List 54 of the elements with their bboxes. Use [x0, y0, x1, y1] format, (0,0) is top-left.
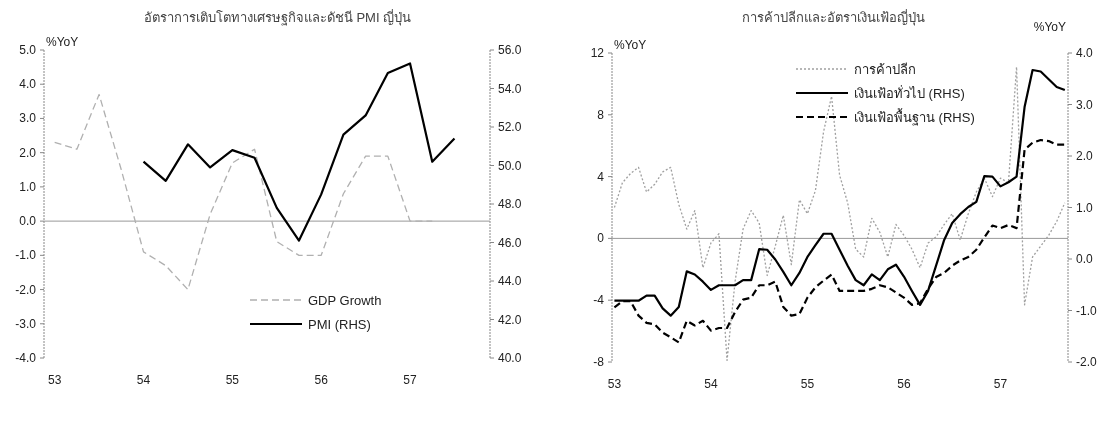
y-tick-label: 8	[597, 107, 605, 122]
y-tick-label: -3.0	[15, 316, 37, 331]
x-tick-label: 55	[800, 377, 815, 391]
y2-tick-label: 42.0	[498, 312, 522, 327]
y-tick-label: -4	[593, 293, 605, 308]
y2-tick-label: 48.0	[498, 197, 522, 211]
y-tick-label: -1.0	[15, 248, 37, 263]
y-tick-label: 12	[590, 46, 605, 60]
x-tick-label: 53	[47, 373, 62, 387]
x-tick-label: 54	[136, 373, 151, 387]
y-axis-title: %YoY	[614, 38, 647, 52]
chart-title: อัตราการเติบโตทางเศรษฐกิจและดัชนี PMI ญี่ปุ่น	[143, 9, 412, 26]
y2-tick-label: 50.0	[498, 158, 522, 173]
x-tick-label: 54	[704, 377, 718, 391]
y-tick-label: 2.0	[19, 145, 37, 160]
y2-tick-label: -1.0	[1076, 303, 1097, 318]
x-tick-label: 55	[225, 373, 240, 387]
y-tick-label: 4	[597, 169, 605, 184]
y-tick-label: 5.0	[19, 43, 37, 57]
y-tick-label: -4.0	[15, 351, 37, 365]
y2-tick-label: 3.0	[1076, 97, 1094, 112]
y2-tick-label: 0.0	[1076, 252, 1094, 266]
line-series	[142, 62, 456, 242]
legend-label: PMI (RHS)	[308, 317, 371, 332]
y-tick-label: 0	[597, 231, 605, 246]
y2-tick-label: 1.0	[1076, 200, 1094, 215]
x-tick-label: 57	[403, 373, 418, 387]
y-tick-label: -2.0	[15, 282, 37, 297]
y2-tick-label: 54.0	[498, 81, 522, 96]
y2-tick-label: 2.0	[1076, 149, 1094, 163]
y-tick-label: 3.0	[19, 111, 37, 126]
y2-tick-label: 44.0	[498, 274, 522, 288]
legend-label: เงินเฟ้อพื้นฐาน (RHS)	[854, 108, 975, 126]
y2-axis-title: %YoY	[1033, 20, 1066, 34]
line-series	[54, 93, 433, 291]
y2-tick-label: 4.0	[1076, 46, 1094, 60]
legend-label: เงินเฟ้อทั่วไป (RHS)	[854, 85, 965, 101]
legend-label: การค้าปลีก	[854, 62, 916, 77]
y-tick-label: 0.0	[19, 214, 37, 229]
y-tick-label: 1.0	[19, 179, 37, 194]
y-tick-label: -8	[593, 355, 605, 369]
x-tick-label: 53	[607, 377, 622, 391]
y2-tick-label: 46.0	[498, 235, 522, 250]
y2-tick-label: -2.0	[1076, 355, 1097, 369]
x-tick-label: 56	[314, 373, 329, 387]
y2-tick-label: 56.0	[498, 43, 522, 57]
y2-tick-label: 52.0	[498, 120, 522, 134]
y-tick-label: 4.0	[19, 77, 37, 92]
x-tick-label: 56	[897, 377, 911, 391]
chart-title: การค้าปลีกและอัตราเงินเฟ้อญี่ปุ่น	[742, 9, 925, 26]
legend-label: GDP Growth	[308, 293, 382, 308]
x-tick-label: 57	[993, 377, 1008, 391]
y-axis-title: %YoY	[46, 35, 79, 49]
y2-tick-label: 40.0	[498, 351, 522, 365]
